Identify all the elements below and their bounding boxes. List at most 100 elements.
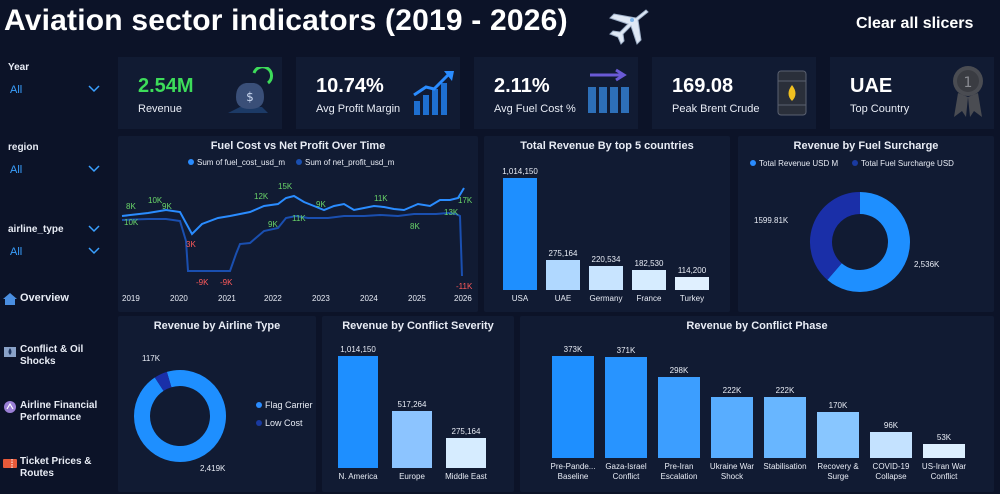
slicer-region-label: region xyxy=(8,142,39,153)
bar[interactable] xyxy=(589,265,623,290)
fuel-vs-profit-chart: Fuel Cost vs Net Profit Over Time Sum of… xyxy=(118,136,478,312)
bar-group: 1,014,150 N. America 517,264 Europe 275,164 M… xyxy=(322,316,514,492)
bar[interactable] xyxy=(711,397,753,458)
data-label: 9K xyxy=(162,202,172,211)
nav-overview[interactable]: Overview xyxy=(2,292,69,306)
kpi-label: Peak Brent Crude xyxy=(672,103,760,115)
bar[interactable] xyxy=(817,411,859,458)
page-title: Aviation sector indicators (2019 - 2026) xyxy=(4,4,568,37)
revenue-fuel-surcharge-chart: Revenue by Fuel Surcharge Total Revenue … xyxy=(738,136,994,312)
bar-value-label: 96K xyxy=(883,420,899,430)
bar[interactable] xyxy=(338,356,378,468)
data-label: 12K xyxy=(254,192,269,201)
bar-category-label: Europe xyxy=(399,472,425,481)
bar[interactable] xyxy=(923,443,965,458)
donut-plot xyxy=(810,192,910,292)
bar[interactable] xyxy=(764,397,806,458)
donut-slices xyxy=(810,192,910,292)
bar[interactable] xyxy=(675,277,709,290)
sidebar: Year All region All airline_type All Ove… xyxy=(0,52,112,494)
slicer-airline-type-label: airline_type xyxy=(8,224,64,235)
slicer-airline-type-value[interactable]: All xyxy=(10,246,23,258)
kpi-label: Avg Profit Margin xyxy=(316,103,401,115)
ticket-icon xyxy=(3,459,17,468)
chart-title: Revenue by Airline Type xyxy=(153,320,281,332)
nav-ticket-prices[interactable]: Ticket Prices & Routes xyxy=(2,456,102,480)
bar-value-label: 371K xyxy=(616,345,636,355)
clear-slicers-button[interactable]: Clear all slicers xyxy=(856,15,974,32)
x-tick: 2021 xyxy=(218,294,236,303)
svg-text:1: 1 xyxy=(964,75,973,91)
bar[interactable] xyxy=(552,356,594,458)
oil-drop-icon xyxy=(4,347,16,357)
slicer-region-value[interactable]: All xyxy=(10,164,23,176)
bar-value-label: 170K xyxy=(828,400,848,410)
bar[interactable] xyxy=(446,437,486,468)
data-label: 13K xyxy=(444,208,459,217)
bar-category-label: N. America xyxy=(338,472,378,481)
data-label: 8K xyxy=(126,202,136,211)
legend-total-revenue: Total Revenue USD M xyxy=(750,159,838,168)
chevron-down-icon[interactable] xyxy=(88,225,100,233)
slicer-year-label: Year xyxy=(8,62,30,73)
x-tick: 2022 xyxy=(264,294,282,303)
data-label: 15K xyxy=(278,182,293,191)
chevron-down-icon[interactable] xyxy=(88,165,100,173)
chart-title: Fuel Cost vs Net Profit Over Time xyxy=(210,140,386,152)
chevron-down-icon[interactable] xyxy=(88,247,100,255)
data-label: 10K xyxy=(124,218,139,227)
x-tick: 2023 xyxy=(312,294,330,303)
bar[interactable] xyxy=(392,410,432,468)
legend-profit: Sum of net_profit_usd_m xyxy=(296,158,394,167)
bar[interactable] xyxy=(632,269,666,290)
bar-category-label: France xyxy=(636,294,662,303)
donut-slice[interactable] xyxy=(827,192,910,292)
kpi-value: 2.11% xyxy=(494,75,550,97)
bar-category-label: Ukraine War Shock xyxy=(709,462,755,481)
airplane-icon xyxy=(609,9,649,45)
x-tick: 2024 xyxy=(360,294,378,303)
x-tick: 2025 xyxy=(408,294,426,303)
donut-slice[interactable] xyxy=(810,192,861,280)
fuel-bars-icon xyxy=(588,68,629,113)
data-label: -11K xyxy=(456,282,473,291)
kpi-label: Top Country xyxy=(850,103,910,115)
kpi-label: Revenue xyxy=(138,103,183,115)
bar[interactable] xyxy=(503,178,537,290)
bar-group: 1,014,150 USA 275,164 UAE 220,534 Germany 182,… xyxy=(484,136,730,312)
chart-title: Revenue by Conflict Phase xyxy=(686,320,828,332)
bar[interactable] xyxy=(870,431,912,458)
bar-value-label: 1,014,150 xyxy=(502,167,538,176)
chart-title: Total Revenue By top 5 countries xyxy=(520,140,694,152)
legend-flag-carrier: Flag Carrier xyxy=(256,400,313,410)
bar-value-label: 53K xyxy=(936,432,952,442)
line-chart-plot xyxy=(121,187,465,277)
bar-category-label: USA xyxy=(511,294,529,303)
bar[interactable] xyxy=(605,356,647,458)
bar-value-label: 182,530 xyxy=(634,258,664,268)
donut-slice[interactable] xyxy=(134,370,226,462)
kpi-value: 10.74% xyxy=(316,75,384,97)
data-label: 11K xyxy=(292,214,306,223)
net-profit-line xyxy=(121,211,463,277)
bar-category-label: UAE xyxy=(554,294,572,303)
donut-plot xyxy=(134,370,226,462)
nav-conflict-oil[interactable]: Conflict & Oil Shocks xyxy=(2,344,102,368)
slicer-year-value[interactable]: All xyxy=(10,84,23,96)
medal-icon: 1 xyxy=(953,66,983,117)
kpi-profit-margin: 10.74% Avg Profit Margin xyxy=(296,57,460,129)
data-label: 17K xyxy=(458,196,473,205)
kpi-value: UAE xyxy=(850,75,893,97)
nav-airline-financial[interactable]: Airline Financial Performance xyxy=(2,400,106,424)
bar[interactable] xyxy=(546,259,580,290)
donut-slice[interactable] xyxy=(154,371,172,392)
svg-text:$: $ xyxy=(246,90,254,104)
bar[interactable] xyxy=(658,376,700,458)
home-icon xyxy=(3,293,17,305)
kpi-value: 2.54M xyxy=(138,75,194,97)
kpi-label: Avg Fuel Cost % xyxy=(494,103,576,115)
bar-value-label: 275,164 xyxy=(451,426,481,436)
chevron-down-icon[interactable] xyxy=(88,85,100,93)
slice-label: 2,536K xyxy=(914,260,940,269)
slice-label: 1599.81K xyxy=(754,216,789,225)
